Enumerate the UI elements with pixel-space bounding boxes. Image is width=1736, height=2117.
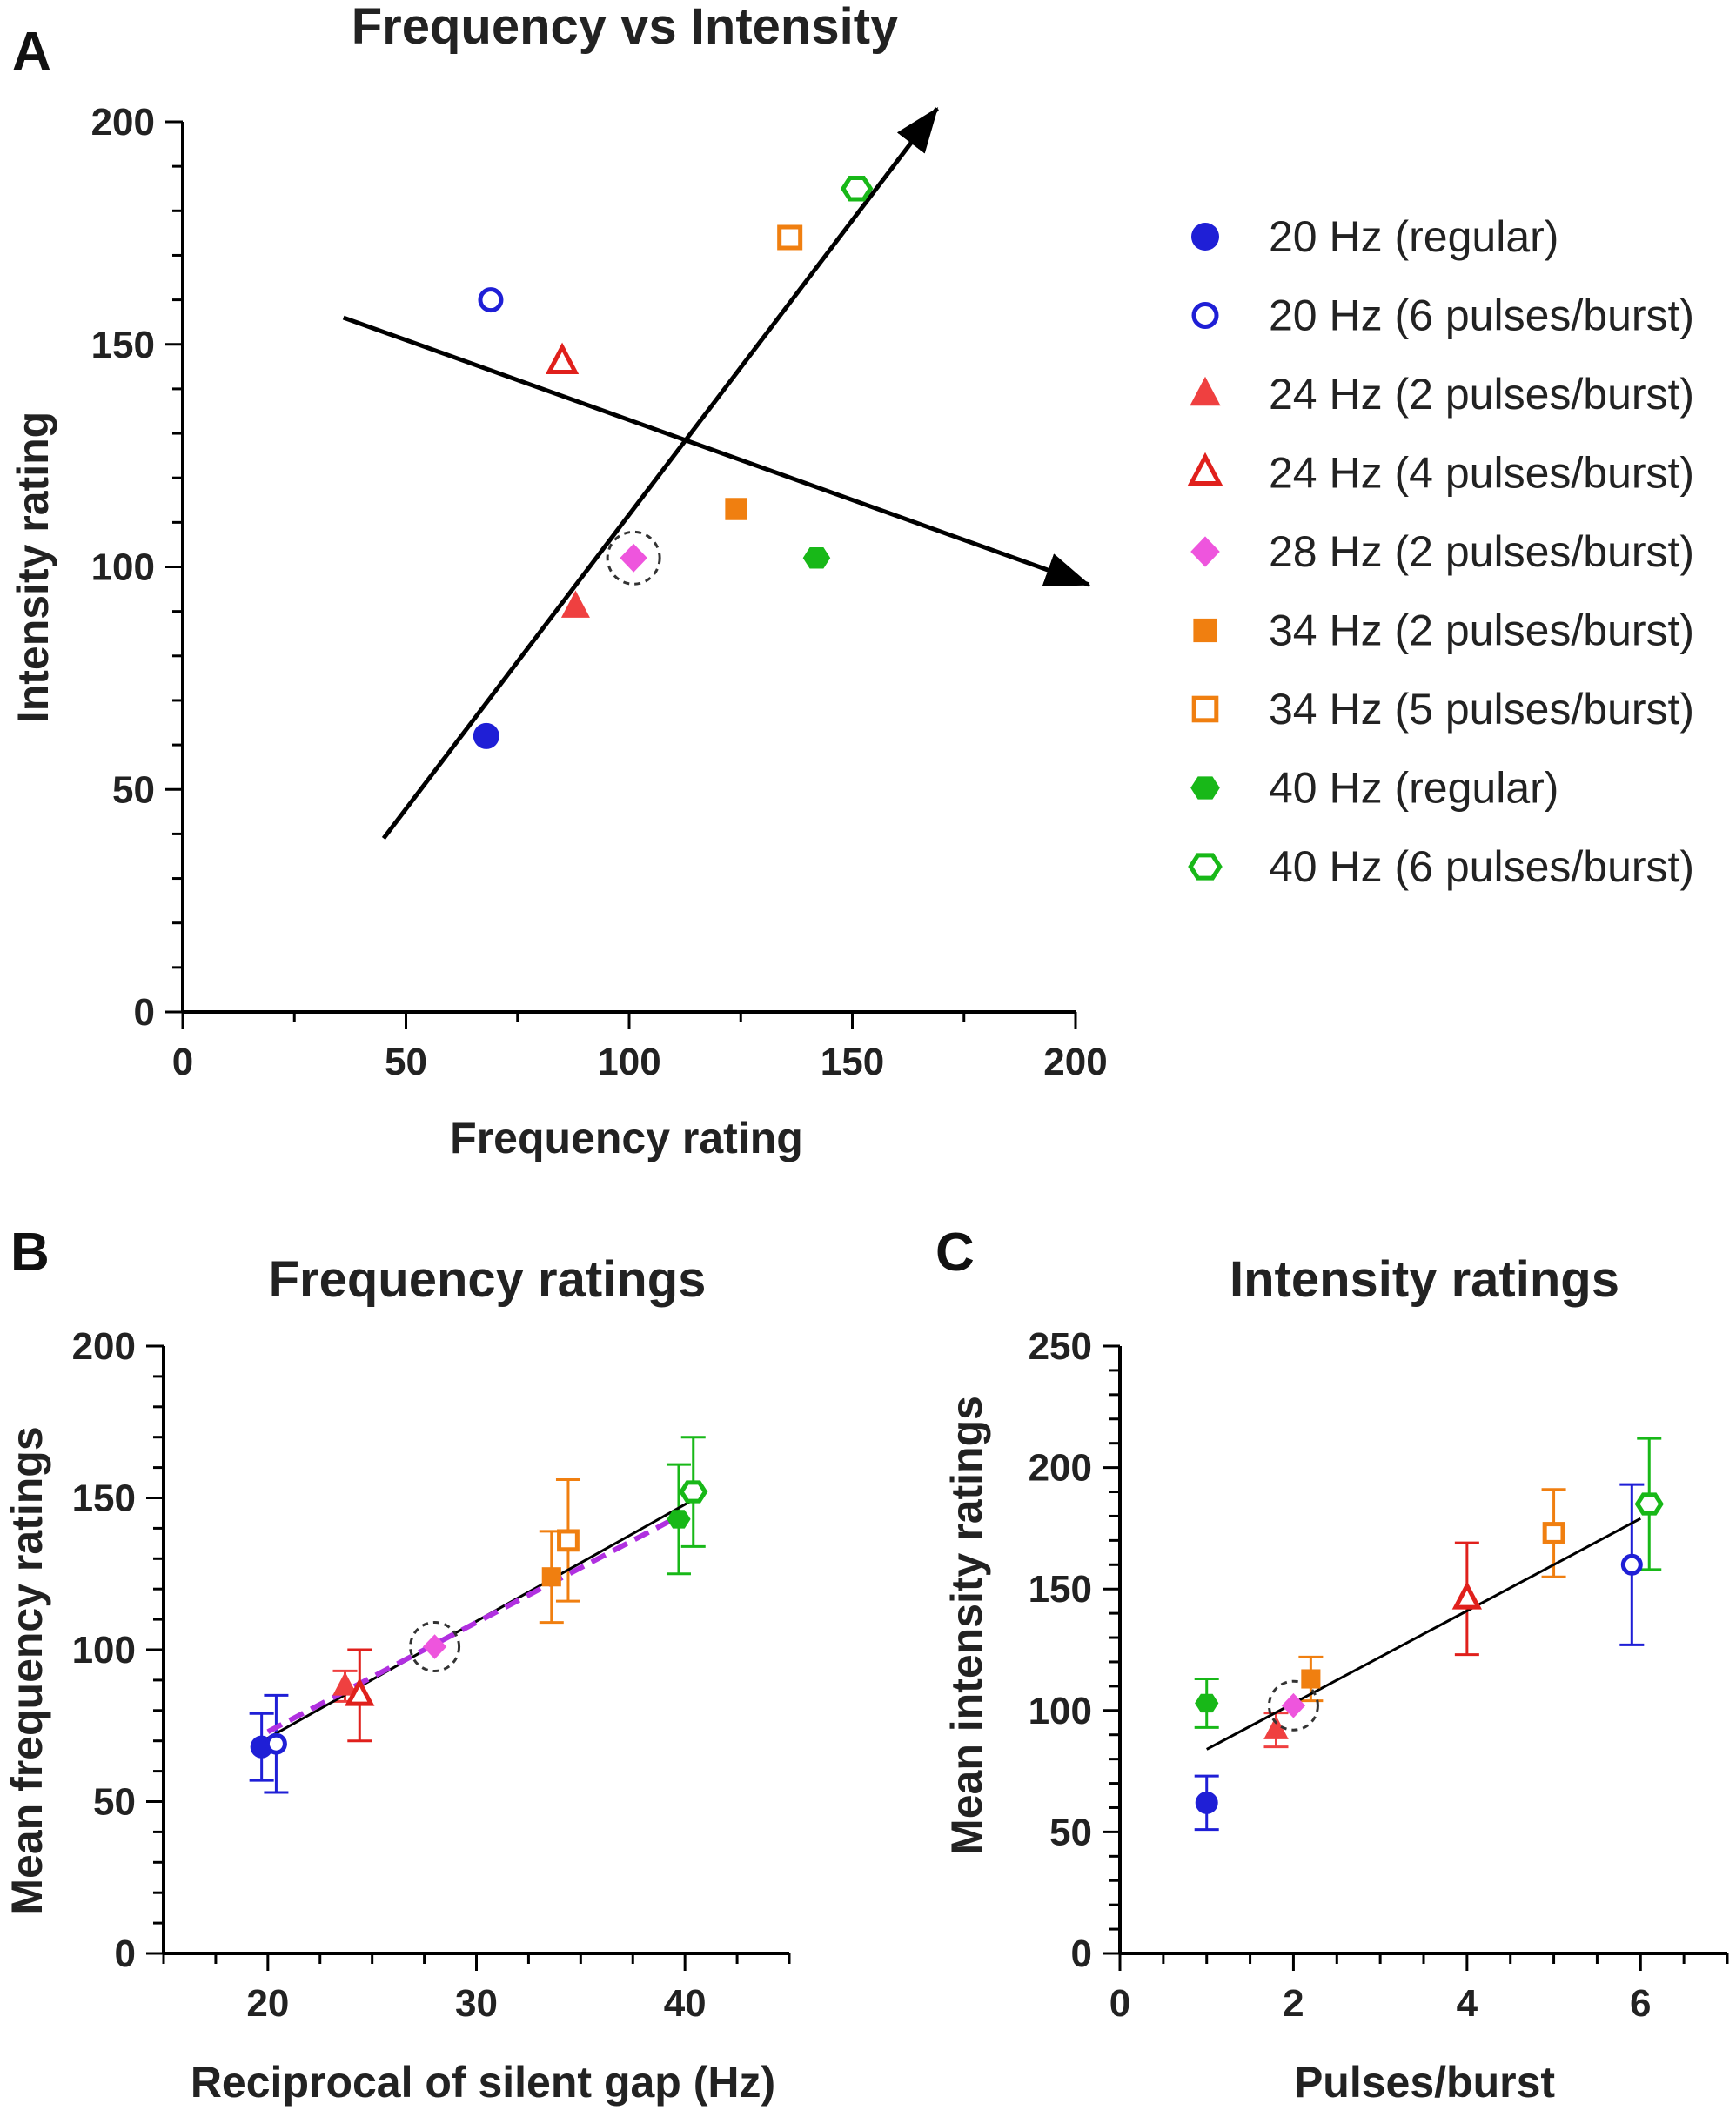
legend-label: 40 Hz (regular): [1269, 764, 1558, 813]
panel-b-xlabel: Reciprocal of silent gap (Hz): [191, 2058, 775, 2107]
y-tick-label: 250: [1029, 1325, 1092, 1368]
panel-c-ylabel: Mean intensity ratings: [942, 1396, 991, 1855]
x-tick-label: 4: [1457, 1982, 1478, 2025]
legend-label: 28 Hz (2 pulses/burst): [1269, 527, 1694, 576]
legend-label: 34 Hz (5 pulses/burst): [1269, 685, 1694, 734]
panel-a-ylabel: Intensity rating: [9, 412, 57, 723]
x-tick-label: 30: [455, 1982, 498, 2025]
x-tick-label: 20: [246, 1982, 289, 2025]
panel-b-title: Frequency ratings: [269, 1251, 707, 1308]
data-point-hexagon: [667, 1510, 691, 1529]
highlight-ring: [606, 530, 661, 586]
legend-label: 34 Hz (2 pulses/burst): [1269, 606, 1694, 655]
legend-marker-triangle: [1187, 452, 1223, 486]
x-tick-label: 100: [597, 1041, 660, 1083]
x-tick-label: 50: [385, 1041, 427, 1083]
panel-letter-c: C: [935, 1223, 975, 1283]
legend-label: 24 Hz (2 pulses/burst): [1269, 370, 1694, 419]
data-point-triangle: [1451, 1581, 1482, 1610]
y-tick-label: 100: [91, 546, 155, 589]
x-tick-label: 150: [821, 1041, 884, 1083]
x-tick-label: 0: [1109, 1982, 1130, 2025]
x-tick-label: 6: [1630, 1982, 1651, 2025]
panel-a-xlabel: Frequency rating: [450, 1114, 803, 1162]
data-point-square: [777, 224, 803, 251]
legend-label: 40 Hz (6 pulses/burst): [1269, 842, 1694, 891]
data-point-triangle: [332, 1671, 358, 1696]
data-point-square: [725, 498, 747, 520]
legend-marker-triangle: [1190, 376, 1221, 406]
data-point-hexagon: [1195, 1693, 1219, 1713]
data-point-hexagon: [802, 546, 831, 569]
data-point-square: [541, 1567, 561, 1587]
legend-marker-circle: [1191, 223, 1219, 251]
y-tick-label: 0: [134, 991, 155, 1034]
panel-a-plot: 0 50 100 150 200 0 50 100 150 200: [91, 101, 1108, 1083]
data-point-diamond: [422, 1634, 447, 1659]
legend-label: 24 Hz (4 pulses/burst): [1269, 449, 1694, 498]
y-tick-label: 50: [112, 768, 155, 811]
panel-a-title: Frequency vs Intensity: [352, 0, 899, 55]
y-tick-label: 100: [1029, 1690, 1092, 1732]
legend-marker-hexagon: [1188, 853, 1223, 881]
data-point-square: [1542, 1522, 1565, 1544]
legend-label: 20 Hz (regular): [1269, 212, 1558, 261]
y-tick-label: 150: [91, 324, 155, 366]
data-point-hexagon: [1634, 1492, 1664, 1516]
legend-marker-square: [1191, 695, 1219, 723]
legend-marker-diamond: [1190, 536, 1220, 567]
panel-a-arrow-2: [342, 315, 1091, 587]
y-tick-label: 100: [72, 1629, 136, 1671]
highlight-ring: [1267, 1679, 1319, 1732]
data-point-diamond: [620, 543, 647, 573]
x-tick-label: 200: [1043, 1041, 1107, 1083]
highlight-ring: [409, 1621, 461, 1673]
panel-b-plot: 20 30 40 0 50 100 150 200: [72, 1325, 791, 2025]
data-point-hexagon: [840, 175, 874, 202]
panel-c-plot: 0 2 4 6 0 50 100 150 200 250: [1029, 1325, 1729, 2025]
y-tick-label: 150: [1029, 1568, 1092, 1611]
y-tick-label: 200: [72, 1325, 136, 1368]
x-tick-label: 40: [664, 1982, 707, 2025]
panel-c-fit-line: [1206, 1517, 1641, 1751]
y-tick-label: 0: [1071, 1933, 1092, 1975]
data-point-square: [557, 1529, 580, 1552]
y-tick-label: 50: [1049, 1811, 1092, 1853]
legend: 20 Hz (regular) 20 Hz (6 pulses/burst) 24 …: [1187, 212, 1694, 891]
x-tick-label: 0: [172, 1041, 193, 1083]
y-tick-label: 200: [91, 101, 155, 144]
data-point-circle: [1195, 1791, 1218, 1814]
data-point-triangle: [1263, 1715, 1289, 1739]
data-point-circle: [265, 1732, 287, 1755]
panel-c-xlabel: Pulses/burst: [1294, 2058, 1555, 2107]
data-point-triangle: [345, 1678, 375, 1706]
x-tick-label: 2: [1283, 1982, 1304, 2025]
data-point-circle: [1620, 1553, 1643, 1576]
data-point-diamond: [1281, 1692, 1306, 1718]
legend-marker-circle: [1191, 302, 1219, 329]
legend-marker-square: [1193, 618, 1217, 643]
panel-a-arrow-1: [381, 107, 939, 841]
y-tick-label: 50: [93, 1781, 136, 1824]
legend-marker-hexagon: [1190, 776, 1220, 800]
legend-label: 20 Hz (6 pulses/burst): [1269, 291, 1694, 340]
data-point-circle: [473, 722, 499, 749]
y-tick-label: 150: [72, 1477, 136, 1520]
panel-letter-b: B: [10, 1223, 50, 1283]
y-tick-label: 200: [1029, 1447, 1092, 1490]
data-point-triangle: [560, 590, 590, 618]
data-point-hexagon: [679, 1480, 708, 1504]
panel-c-title: Intensity ratings: [1230, 1251, 1619, 1308]
panel-letter-a: A: [12, 22, 51, 82]
y-tick-label: 0: [115, 1933, 136, 1975]
panel-b-ylabel: Mean frequency ratings: [3, 1426, 51, 1914]
data-point-triangle: [545, 342, 580, 374]
data-point-circle: [478, 287, 504, 313]
data-point-square: [1301, 1669, 1321, 1689]
